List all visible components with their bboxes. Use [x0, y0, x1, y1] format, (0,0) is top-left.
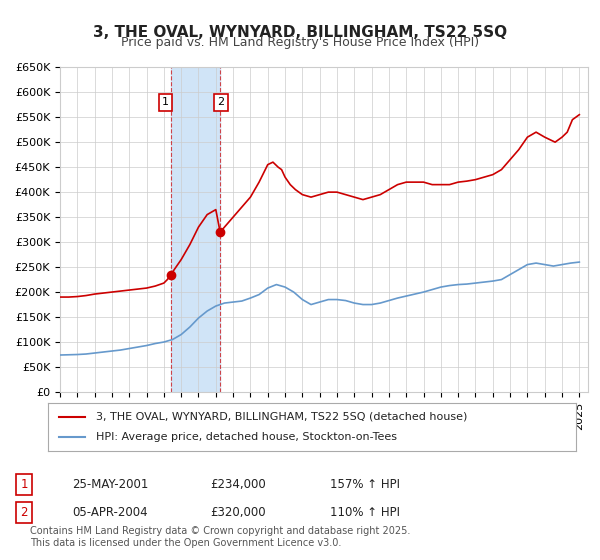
- Text: £234,000: £234,000: [210, 478, 266, 491]
- Text: £320,000: £320,000: [210, 506, 266, 519]
- Text: 1: 1: [162, 97, 169, 107]
- Text: 05-APR-2004: 05-APR-2004: [72, 506, 148, 519]
- Text: 2: 2: [217, 97, 224, 107]
- Text: Price paid vs. HM Land Registry's House Price Index (HPI): Price paid vs. HM Land Registry's House …: [121, 36, 479, 49]
- Text: Contains HM Land Registry data © Crown copyright and database right 2025.
This d: Contains HM Land Registry data © Crown c…: [30, 526, 410, 548]
- Text: 157% ↑ HPI: 157% ↑ HPI: [330, 478, 400, 491]
- Text: 25-MAY-2001: 25-MAY-2001: [72, 478, 148, 491]
- Text: 2: 2: [20, 506, 28, 519]
- Text: HPI: Average price, detached house, Stockton-on-Tees: HPI: Average price, detached house, Stoc…: [95, 432, 397, 442]
- Text: 1: 1: [20, 478, 28, 491]
- Text: 3, THE OVAL, WYNYARD, BILLINGHAM, TS22 5SQ (detached house): 3, THE OVAL, WYNYARD, BILLINGHAM, TS22 5…: [95, 412, 467, 422]
- Text: 110% ↑ HPI: 110% ↑ HPI: [330, 506, 400, 519]
- Text: 3, THE OVAL, WYNYARD, BILLINGHAM, TS22 5SQ: 3, THE OVAL, WYNYARD, BILLINGHAM, TS22 5…: [93, 25, 507, 40]
- Bar: [170, 67, 220, 392]
